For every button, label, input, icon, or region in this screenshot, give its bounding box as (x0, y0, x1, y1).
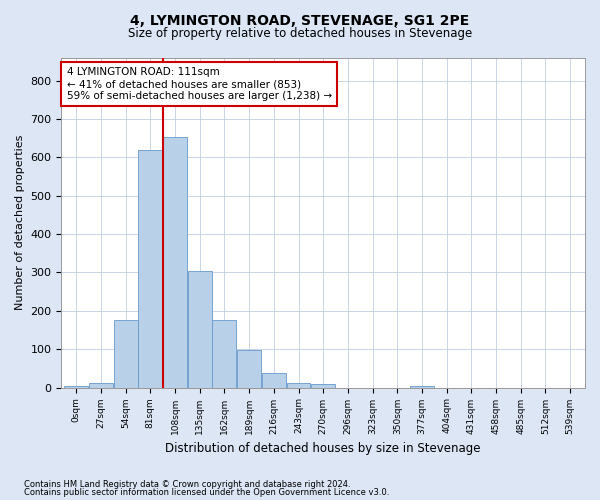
Text: 4 LYMINGTON ROAD: 111sqm
← 41% of detached houses are smaller (853)
59% of semi-: 4 LYMINGTON ROAD: 111sqm ← 41% of detach… (67, 68, 332, 100)
Y-axis label: Number of detached properties: Number of detached properties (15, 135, 25, 310)
Bar (188, 270, 212, 388)
Bar (287, 382, 310, 388)
Text: Contains HM Land Registry data © Crown copyright and database right 2024.: Contains HM Land Registry data © Crown c… (24, 480, 350, 489)
Bar (237, 350, 261, 388)
Bar (212, 320, 236, 388)
Bar (64, 386, 88, 388)
Bar (163, 137, 187, 388)
Text: Size of property relative to detached houses in Stevenage: Size of property relative to detached ho… (128, 28, 472, 40)
Text: Contains public sector information licensed under the Open Government Licence v3: Contains public sector information licen… (24, 488, 389, 497)
Bar (89, 382, 113, 388)
X-axis label: Distribution of detached houses by size in Stevenage: Distribution of detached houses by size … (166, 442, 481, 455)
Bar (139, 150, 162, 388)
Bar (410, 386, 434, 388)
Text: 4, LYMINGTON ROAD, STEVENAGE, SG1 2PE: 4, LYMINGTON ROAD, STEVENAGE, SG1 2PE (130, 14, 470, 28)
Bar (113, 320, 137, 388)
Bar (311, 384, 335, 388)
Bar (262, 373, 286, 388)
